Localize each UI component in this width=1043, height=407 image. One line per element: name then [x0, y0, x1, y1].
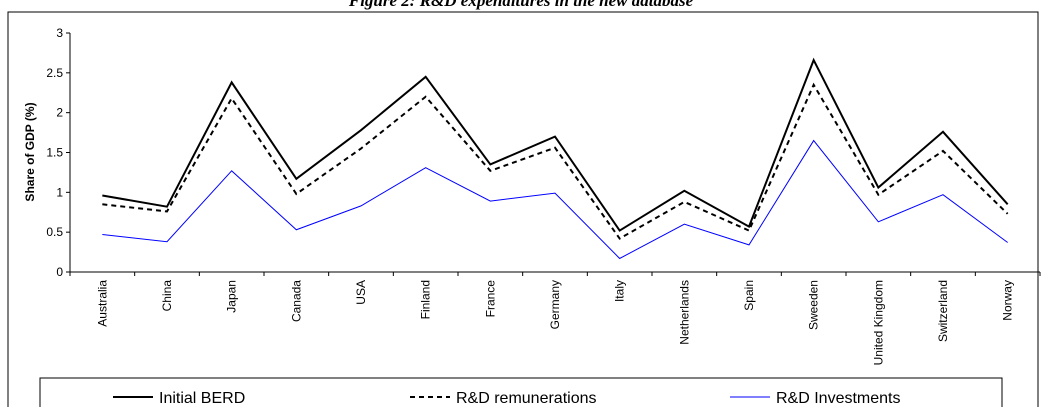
- x-tick-label: Netherlands: [677, 280, 691, 345]
- x-tick-label: China: [160, 280, 174, 312]
- x-tick-label: Australia: [95, 280, 109, 327]
- x-tick-label: Norway: [1001, 280, 1015, 321]
- y-tick-label: 3: [56, 26, 63, 40]
- x-tick-label: Switzerland: [936, 280, 950, 342]
- y-tick-label: 1: [56, 185, 63, 199]
- x-tick-label: Finland: [419, 280, 433, 319]
- y-tick-label: 1.5: [46, 146, 63, 160]
- chart-title: Figure 2: R&D expenditures in the new da…: [348, 0, 694, 10]
- x-tick-label: Sweeden: [807, 280, 821, 330]
- legend-label: R&D remunerations: [456, 390, 597, 407]
- x-tick-label: USA: [354, 280, 368, 305]
- x-tick-label: Canada: [289, 280, 303, 322]
- x-tick-label: France: [483, 280, 497, 318]
- legend-label: R&D Investments: [776, 390, 900, 407]
- y-tick-label: 0: [56, 265, 63, 279]
- x-tick-label: Germany: [548, 280, 562, 329]
- series-line: [102, 82, 1009, 240]
- y-tick-label: 2.5: [46, 66, 63, 80]
- x-tick-label: Spain: [742, 280, 756, 311]
- series-line: [102, 57, 1009, 232]
- chart-border: [7, 11, 1039, 407]
- y-axis-label: Share of GDP (%): [23, 102, 37, 201]
- y-tick-label: 0.5: [46, 225, 63, 239]
- legend-label: Initial BERD: [159, 390, 245, 407]
- x-tick-label: Japan: [225, 280, 239, 313]
- x-tick-label: Italy: [613, 280, 627, 302]
- legend-box: [39, 377, 1003, 407]
- series-line: [102, 139, 1008, 260]
- x-tick-label: United Kingdom: [871, 280, 885, 365]
- y-tick-label: 2: [56, 106, 63, 120]
